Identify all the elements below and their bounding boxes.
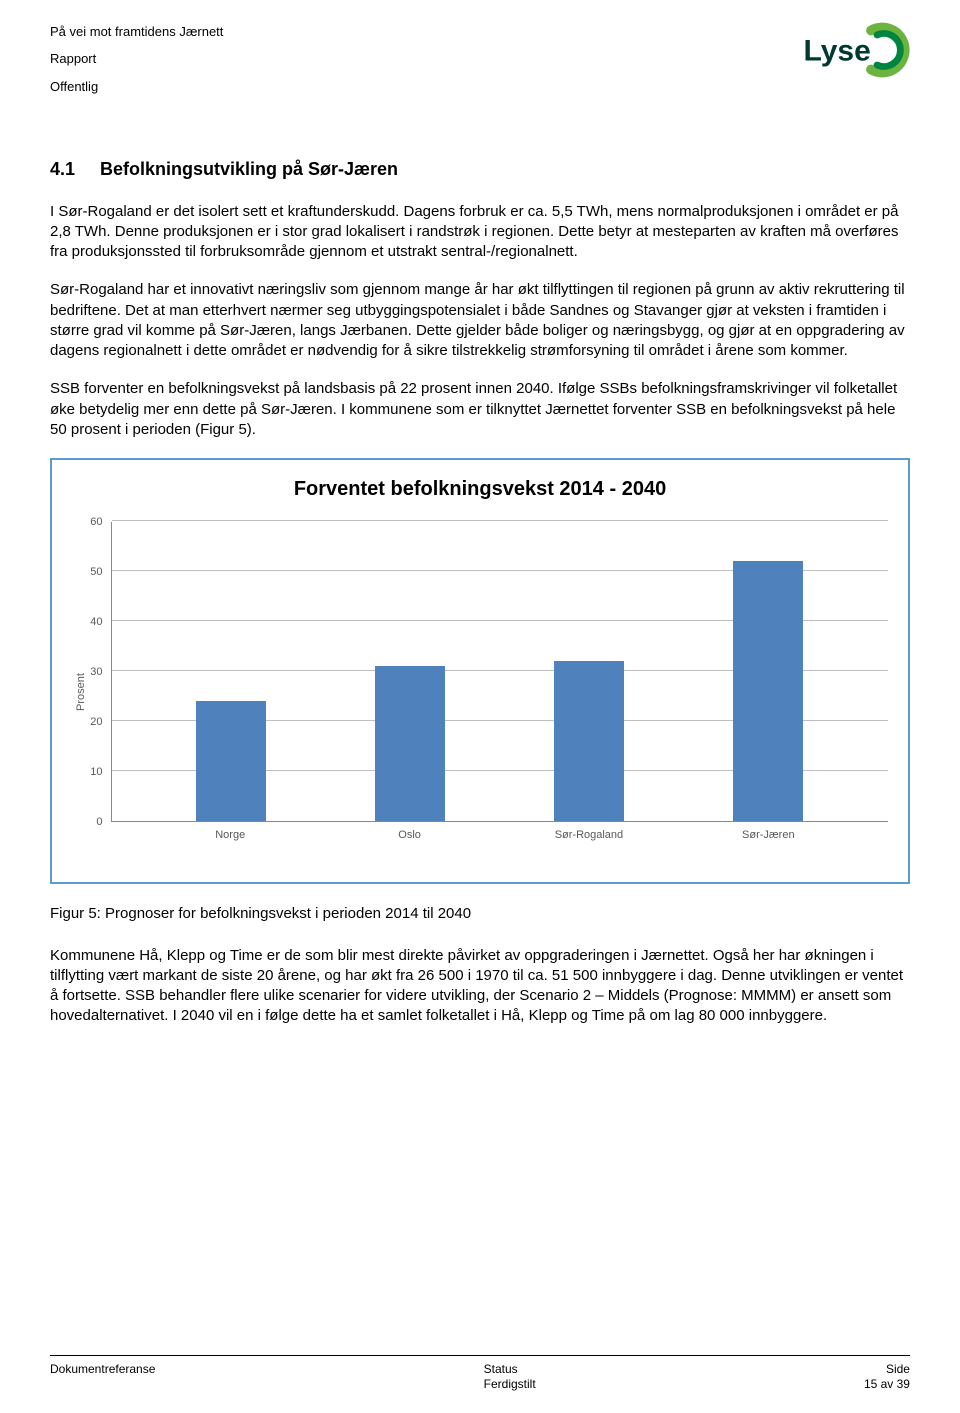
- population-growth-chart: Forventet befolkningsvekst 2014 - 2040 P…: [50, 458, 910, 884]
- header-classification: Offentlig: [50, 75, 223, 98]
- chart-y-axis-label: Prosent: [72, 522, 90, 862]
- document-header: På vei mot framtidens Jærnett Rapport Of…: [50, 20, 910, 98]
- chart-plot-area: [111, 522, 888, 822]
- section-heading: 4.1Befolkningsutvikling på Sør-Jæren: [50, 158, 910, 181]
- x-axis-label: Norge: [195, 828, 265, 842]
- paragraph-4: Kommunene Hå, Klepp og Time er de som bl…: [50, 946, 910, 1027]
- section-title: Befolkningsutvikling på Sør-Jæren: [100, 159, 398, 179]
- x-axis-label: Oslo: [375, 828, 445, 842]
- footer-left: Dokumentreferanse: [50, 1362, 155, 1393]
- header-meta: På vei mot framtidens Jærnett Rapport Of…: [50, 20, 223, 98]
- lyse-logo: Lyse: [790, 20, 910, 80]
- footer-page-label: Side: [864, 1362, 910, 1378]
- header-doc-type: Rapport: [50, 47, 223, 70]
- gridline: [112, 520, 888, 521]
- chart-title: Forventet befolkningsvekst 2014 - 2040: [72, 476, 888, 502]
- footer-center: Status Ferdigstilt: [484, 1362, 536, 1393]
- footer-right: Side 15 av 39: [864, 1362, 910, 1393]
- footer-docref-label: Dokumentreferanse: [50, 1362, 155, 1378]
- footer-page-value: 15 av 39: [864, 1377, 910, 1393]
- paragraph-3: SSB forventer en befolkningsvekst på lan…: [50, 379, 910, 440]
- x-axis-label: Sør-Jæren: [733, 828, 803, 842]
- chart-bar: [554, 661, 624, 821]
- paragraph-2: Sør-Rogaland har et innovativt næringsli…: [50, 280, 910, 361]
- x-axis-label: Sør-Rogaland: [554, 828, 624, 842]
- figure-caption: Figur 5: Prognoser for befolkningsvekst …: [50, 904, 910, 924]
- chart-bar: [196, 701, 266, 821]
- paragraph-1: I Sør-Rogaland er det isolert sett et kr…: [50, 202, 910, 263]
- chart-y-axis-ticks: 6050403020100: [90, 522, 110, 822]
- header-title: På vei mot framtidens Jærnett: [50, 20, 223, 43]
- document-footer: Dokumentreferanse Status Ferdigstilt Sid…: [50, 1355, 910, 1393]
- chart-x-axis-labels: Norge Oslo Sør-Rogaland Sør-Jæren: [111, 822, 888, 842]
- footer-status-value: Ferdigstilt: [484, 1377, 536, 1393]
- footer-status-label: Status: [484, 1362, 536, 1378]
- logo-text: Lyse: [804, 35, 871, 68]
- chart-bar: [375, 666, 445, 821]
- section-number: 4.1: [50, 158, 100, 181]
- chart-bar: [733, 561, 803, 821]
